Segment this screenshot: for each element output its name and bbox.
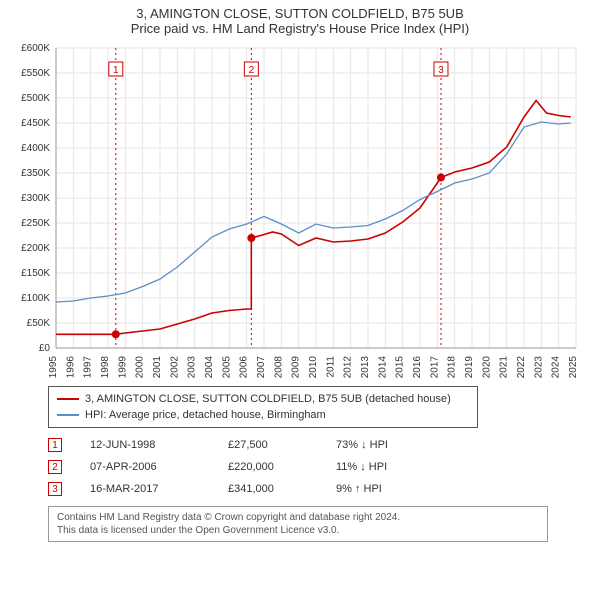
svg-text:£50K: £50K — [27, 318, 51, 329]
svg-text:2006: 2006 — [239, 356, 250, 379]
svg-text:2018: 2018 — [447, 356, 458, 379]
sale-diff: 73% ↓ HPI — [336, 439, 416, 451]
svg-text:2004: 2004 — [204, 356, 215, 379]
svg-text:2001: 2001 — [152, 356, 163, 379]
sales-table: 1 12-JUN-1998 £27,500 73% ↓ HPI 2 07-APR… — [48, 434, 478, 500]
sale-row: 3 16-MAR-2017 £341,000 9% ↑ HPI — [48, 478, 478, 500]
sale-diff: 11% ↓ HPI — [336, 461, 416, 473]
svg-text:2000: 2000 — [135, 356, 146, 379]
title-block: 3, AMINGTON CLOSE, SUTTON COLDFIELD, B75… — [10, 6, 590, 36]
svg-text:£200K: £200K — [21, 243, 50, 254]
svg-text:1995: 1995 — [48, 356, 59, 379]
sale-marker-badge: 3 — [48, 482, 62, 496]
svg-text:£550K: £550K — [21, 68, 50, 79]
legend-swatch — [57, 398, 79, 400]
svg-text:1999: 1999 — [117, 356, 128, 379]
svg-text:1996: 1996 — [65, 356, 76, 379]
svg-text:2: 2 — [249, 65, 255, 76]
sale-price: £341,000 — [228, 483, 308, 495]
svg-text:2005: 2005 — [221, 356, 232, 379]
svg-text:1998: 1998 — [100, 356, 111, 379]
svg-text:2016: 2016 — [412, 356, 423, 379]
svg-text:£150K: £150K — [21, 268, 50, 279]
svg-text:£600K: £600K — [21, 43, 50, 54]
svg-text:2012: 2012 — [343, 356, 354, 379]
svg-text:2019: 2019 — [464, 356, 475, 379]
svg-text:2010: 2010 — [308, 356, 319, 379]
legend-item-price-paid: 3, AMINGTON CLOSE, SUTTON COLDFIELD, B75… — [57, 391, 469, 407]
chart-title-address: 3, AMINGTON CLOSE, SUTTON COLDFIELD, B75… — [10, 6, 590, 21]
svg-text:1: 1 — [113, 65, 119, 76]
svg-text:2020: 2020 — [481, 356, 492, 379]
sale-date: 12-JUN-1998 — [90, 439, 200, 451]
svg-text:2024: 2024 — [551, 356, 562, 379]
legend-swatch — [57, 414, 79, 416]
svg-text:2025: 2025 — [568, 356, 579, 379]
svg-text:2011: 2011 — [325, 356, 336, 378]
sale-date: 07-APR-2006 — [90, 461, 200, 473]
chart-svg: £0 £50K £100K £150K £200K £250K £300K £350K £400… — [10, 40, 590, 380]
sale-price: £27,500 — [228, 439, 308, 451]
svg-text:2021: 2021 — [499, 356, 510, 379]
svg-text:1997: 1997 — [83, 356, 94, 379]
svg-text:2008: 2008 — [273, 356, 284, 379]
svg-text:2013: 2013 — [360, 356, 371, 379]
svg-text:£450K: £450K — [21, 118, 50, 129]
svg-text:2017: 2017 — [429, 356, 440, 379]
svg-text:£300K: £300K — [21, 193, 50, 204]
footer-line: This data is licensed under the Open Gov… — [57, 524, 539, 537]
sale-row: 2 07-APR-2006 £220,000 11% ↓ HPI — [48, 456, 478, 478]
svg-text:2002: 2002 — [169, 356, 180, 379]
svg-text:£350K: £350K — [21, 168, 50, 179]
svg-text:2022: 2022 — [516, 356, 527, 379]
sale-row: 1 12-JUN-1998 £27,500 73% ↓ HPI — [48, 434, 478, 456]
svg-text:2009: 2009 — [291, 356, 302, 379]
chart-container: 3, AMINGTON CLOSE, SUTTON COLDFIELD, B75… — [0, 0, 600, 550]
sale-date: 16-MAR-2017 — [90, 483, 200, 495]
svg-text:£400K: £400K — [21, 143, 50, 154]
sale-marker-badge: 1 — [48, 438, 62, 452]
plot-area: £0 £50K £100K £150K £200K £250K £300K £350K £400… — [10, 40, 590, 380]
svg-text:£0: £0 — [39, 343, 51, 354]
svg-text:3: 3 — [438, 65, 444, 76]
legend-label: HPI: Average price, detached house, Birm… — [85, 409, 326, 421]
legend-item-hpi: HPI: Average price, detached house, Birm… — [57, 407, 469, 423]
svg-text:£100K: £100K — [21, 293, 50, 304]
svg-text:2003: 2003 — [187, 356, 198, 379]
svg-text:£500K: £500K — [21, 93, 50, 104]
svg-text:2014: 2014 — [377, 356, 388, 379]
footer-attribution: Contains HM Land Registry data © Crown c… — [48, 506, 548, 542]
chart-title-subtitle: Price paid vs. HM Land Registry's House … — [10, 21, 590, 36]
sale-price: £220,000 — [228, 461, 308, 473]
svg-text:2015: 2015 — [395, 356, 406, 379]
legend-box: 3, AMINGTON CLOSE, SUTTON COLDFIELD, B75… — [48, 386, 478, 428]
legend-label: 3, AMINGTON CLOSE, SUTTON COLDFIELD, B75… — [85, 393, 451, 405]
sale-diff: 9% ↑ HPI — [336, 483, 416, 495]
svg-text:2023: 2023 — [533, 356, 544, 379]
footer-line: Contains HM Land Registry data © Crown c… — [57, 511, 539, 524]
svg-text:£250K: £250K — [21, 218, 50, 229]
sale-marker-badge: 2 — [48, 460, 62, 474]
svg-text:2007: 2007 — [256, 356, 267, 379]
